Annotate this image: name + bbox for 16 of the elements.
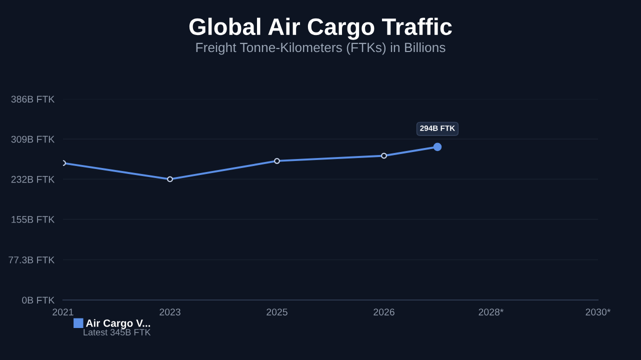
y-tick-label: 309B FTK (11, 136, 55, 143)
text: Latest 345B FTK (84, 329, 151, 336)
x-tick-label: 2023 (160, 308, 180, 316)
y-tick-label: 77.3B FTK (8, 256, 55, 264)
x-tick-label: 2028* (478, 308, 504, 316)
chart-title: Global Air Cargo Traffic (189, 18, 452, 40)
y-tick-label: 155B FTK (12, 216, 55, 223)
x-tick-label: 2030* (586, 308, 611, 316)
x-tick-label: 2021 (52, 308, 74, 316)
y-tick-label: 386B FTK (11, 96, 55, 103)
chart-subtitle: Freight Tonne-Kilometers (FTKs) in Billions (196, 42, 446, 55)
legend-label: Air Cargo V... (86, 319, 150, 329)
y-tick-label: 232B FTK (11, 176, 55, 183)
x-tick-label: 2026 (374, 308, 394, 316)
x-tick-label: 2025 (266, 308, 288, 316)
y-tick-label: 0B FTK (22, 296, 55, 304)
